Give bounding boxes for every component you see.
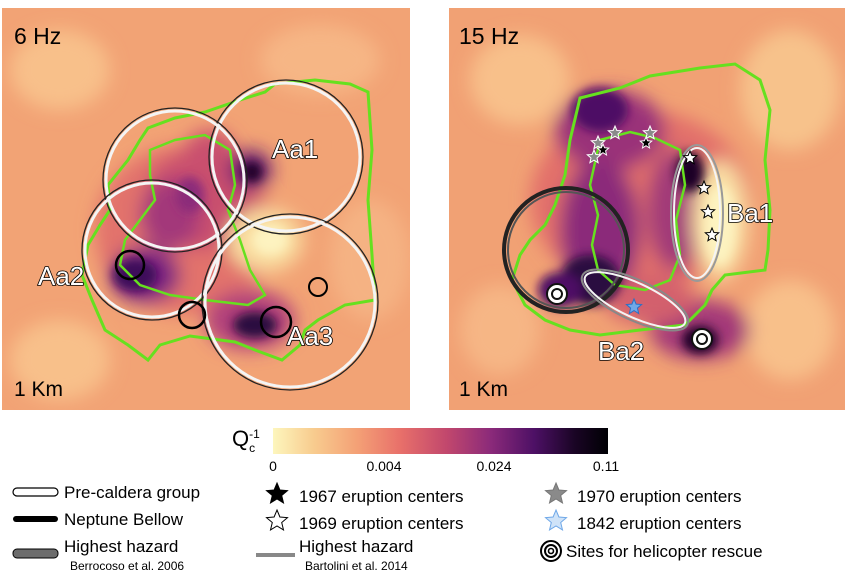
- svg-text:1969 eruption centers: 1969 eruption centers: [299, 514, 463, 533]
- helicopter-site-ring: [308, 277, 328, 297]
- colorbar-tick: 0.11: [593, 458, 619, 474]
- helicopter-site: [691, 328, 713, 350]
- legend-1969: 1969 eruption centers: [265, 508, 463, 533]
- helicopter-site-ring: [177, 300, 207, 330]
- star-1970-icon: [590, 134, 606, 150]
- inner-caldera-15hz: [588, 130, 687, 292]
- svg-text:Pre-caldera group: Pre-caldera group: [64, 483, 200, 502]
- colorbar-tick: 0.004: [366, 458, 401, 474]
- svg-text:Sites for helicopter rescue: Sites for helicopter rescue: [566, 542, 763, 561]
- colorbar: Qc-1 0 0.004 0.024 0.11: [232, 426, 619, 474]
- zone-label-ba2: Ba2: [598, 336, 644, 366]
- zone-label-ba1: Ba1: [727, 198, 773, 228]
- star-white-icon: [265, 508, 289, 531]
- panel-6hz-scale: 1 Km: [14, 378, 63, 401]
- panel-15hz-title: 15 Hz: [459, 23, 519, 49]
- zone-label-aa1: Aa1: [272, 134, 318, 164]
- star-1967-icon: [639, 135, 653, 149]
- panel-15hz-scale: 1 Km: [459, 378, 508, 401]
- svg-text:Highest hazard: Highest hazard: [299, 537, 413, 556]
- star-1969-icon: [704, 226, 720, 242]
- svg-text:Neptune Bellow: Neptune Bellow: [64, 510, 184, 529]
- colorbar-gradient: [273, 428, 608, 454]
- zone-label-aa3: Aa3: [287, 321, 333, 351]
- star-1969-icon: [696, 179, 712, 195]
- legend-neptune: Neptune Bellow: [13, 510, 184, 529]
- panel-6hz: 6 Hz 1 Km Aa1 Aa2 Aa3: [2, 8, 410, 410]
- eruption-stars: [586, 124, 720, 315]
- star-1842-icon: [625, 297, 643, 315]
- helicopter-site: [546, 283, 568, 305]
- star-1969-icon: [682, 149, 698, 165]
- star-1969-legend-icon: [265, 508, 289, 531]
- star-1970-icon: [607, 124, 623, 140]
- svg-text:1842 eruption centers: 1842 eruption centers: [577, 514, 741, 533]
- helicopter-site-ring: [114, 249, 146, 281]
- legend-helicopter: Sites for helicopter rescue: [540, 540, 763, 562]
- star-black-icon: [265, 481, 289, 504]
- svg-text:Bartolini et al. 2014: Bartolini et al. 2014: [305, 559, 408, 573]
- legend-1967: 1967 eruption centers: [265, 481, 463, 506]
- panel-15hz: 15 Hz 1 Km Ba1 Ba2: [449, 8, 845, 410]
- star-1970-legend-icon: [544, 481, 568, 504]
- star-1842-legend-icon: [544, 508, 568, 531]
- legend-1842: 1842 eruption centers: [544, 508, 741, 533]
- legend-pre-caldera: Pre-caldera group: [12, 483, 200, 502]
- heatmap-6hz-hotspots: [113, 162, 288, 338]
- zone-ba1-ellipse: [670, 144, 724, 282]
- star-1969-icon: [700, 203, 716, 219]
- helicopter-site-ring: [259, 305, 293, 339]
- island-outline-6hz: [80, 78, 377, 363]
- legend-hazard-bartolini: Highest hazard Bartolini et al. 2014: [256, 537, 413, 573]
- zone-ba2-ellipse: [580, 268, 690, 332]
- svg-text:1970 eruption centers: 1970 eruption centers: [577, 487, 741, 506]
- svg-text:1967 eruption centers: 1967 eruption centers: [299, 487, 463, 506]
- helicopter-site-icon: [540, 540, 562, 562]
- svg-text:Berrocoso et al. 2006: Berrocoso et al. 2006: [70, 559, 184, 573]
- island-outline-15hz: [510, 62, 772, 337]
- colorbar-label: Qc-1: [232, 426, 260, 455]
- zone-aa3-circle: [201, 213, 379, 391]
- star-1967-icon: [596, 142, 610, 156]
- zone-aa1-circle: [208, 79, 364, 235]
- legend: Pre-caldera group Neptune Bellow Highest…: [12, 481, 763, 573]
- zone-label-aa2: Aa2: [38, 261, 84, 291]
- star-blue-icon: [544, 508, 568, 531]
- star-grey-icon: [544, 481, 568, 504]
- colorbar-tick: 0: [269, 458, 277, 474]
- legend-hazard-berrocoso: Highest hazard Berrocoso et al. 2006: [12, 537, 184, 573]
- panel-6hz-title: 6 Hz: [14, 23, 61, 49]
- pre-caldera-circle: [102, 107, 248, 253]
- neptune-bellow-circle: [502, 186, 630, 314]
- star-1967-legend-icon: [265, 481, 289, 504]
- star-1970-icon: [642, 124, 658, 140]
- svg-text:Highest hazard: Highest hazard: [64, 537, 178, 556]
- inner-caldera-6hz: [118, 133, 267, 307]
- legend-1970: 1970 eruption centers: [544, 481, 741, 506]
- colorbar-tick: 0.024: [476, 458, 511, 474]
